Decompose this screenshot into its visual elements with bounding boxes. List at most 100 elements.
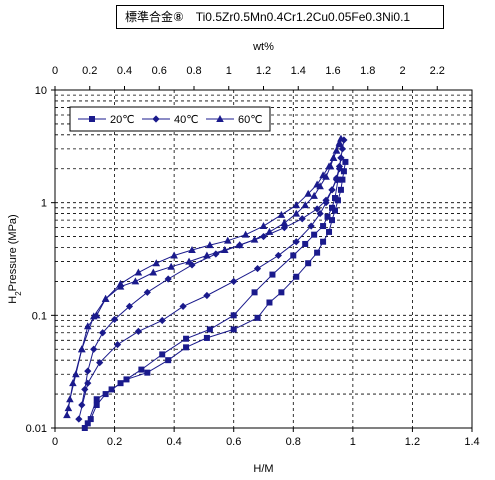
series-triangle [63, 134, 345, 419]
data-point [183, 335, 190, 342]
legend-label: 20℃ [110, 114, 135, 126]
data-point [203, 251, 211, 259]
series-diamond [75, 136, 348, 423]
data-point [230, 277, 238, 286]
data-point [292, 201, 301, 209]
x2-tick-label: 1 [226, 65, 232, 77]
data-point [326, 228, 333, 235]
legend-marker [152, 115, 160, 123]
x2-tick-label: 0.8 [186, 65, 201, 77]
data-point [188, 246, 196, 254]
series-line-desorption [84, 179, 339, 429]
legend-label: 60℃ [238, 114, 263, 126]
data-point [277, 210, 286, 218]
data-point [320, 223, 327, 230]
data-point [322, 196, 330, 204]
data-point [101, 294, 110, 302]
x-tick-label: 1.4 [464, 436, 479, 448]
x2-tick-label: 0.2 [82, 65, 97, 77]
data-point [134, 268, 143, 276]
data-point [92, 311, 101, 319]
data-point [90, 345, 98, 353]
data-point [329, 217, 336, 224]
data-point [340, 168, 347, 175]
x2-tick-label: 1.8 [360, 65, 375, 77]
data-point [331, 195, 338, 202]
data-point [259, 232, 268, 241]
data-point [235, 241, 244, 249]
series-line-absorption [67, 138, 342, 409]
data-point [230, 312, 237, 319]
data-point [324, 213, 331, 220]
x-axis-label: H/M [253, 463, 273, 475]
data-point [78, 401, 86, 409]
data-point [325, 162, 333, 170]
data-point [313, 180, 321, 188]
data-point [250, 235, 259, 243]
y-axis-label-text: Pressure (MPa) [7, 214, 19, 291]
data-point [116, 279, 125, 287]
y-tick-label: 1 [41, 198, 47, 210]
data-point [335, 138, 344, 146]
series-line-absorption [87, 161, 346, 424]
data-point [339, 176, 346, 183]
data-point [93, 396, 100, 403]
data-point [316, 209, 324, 218]
x2-tick-label: 0.4 [117, 65, 132, 77]
data-point [259, 222, 268, 230]
data-point [75, 415, 83, 423]
y-axis-label-subscript: 2 [14, 291, 23, 296]
x-tick-label: 1 [350, 436, 356, 448]
data-point [251, 289, 258, 296]
x2-tick-label: 0.6 [152, 65, 167, 77]
y-axis-label: H2Pressure (MPa) [7, 214, 23, 303]
legend-marker [89, 116, 95, 122]
data-point [223, 236, 232, 244]
series-square [81, 158, 349, 431]
data-point [292, 238, 300, 246]
data-point [185, 257, 193, 265]
data-point [337, 154, 345, 162]
data-point [83, 322, 92, 330]
data-point [332, 176, 341, 184]
x-tick-label: 0.2 [107, 436, 122, 448]
data-point [253, 264, 262, 273]
data-point [93, 402, 100, 409]
data-point [81, 385, 89, 394]
data-point [332, 146, 341, 154]
data-point [280, 218, 289, 226]
x2-tick-label: 2 [399, 65, 405, 77]
x-tick-label: 0.8 [286, 436, 301, 448]
data-point [188, 261, 196, 269]
data-point [170, 251, 178, 259]
gridlines [55, 90, 472, 428]
x-tick-label: 0.6 [226, 436, 241, 448]
x-tick-label: 0.4 [166, 436, 181, 448]
x2-tick-label: 2.2 [430, 65, 445, 77]
data-point [319, 171, 327, 179]
data-point [149, 268, 158, 276]
data-point [278, 289, 285, 296]
data-point [310, 191, 318, 199]
data-point [125, 302, 134, 311]
x2-tick-label: 1.2 [256, 65, 271, 77]
data-point [298, 215, 306, 223]
data-point [152, 259, 161, 267]
data-point [179, 302, 187, 311]
series-line-absorption [78, 139, 345, 420]
data-point [72, 370, 80, 378]
data-point [335, 165, 344, 173]
data-point [254, 314, 261, 321]
data-point [311, 231, 318, 238]
data-point [305, 260, 312, 267]
data-point [280, 224, 288, 232]
plot-frame [54, 89, 473, 429]
data-point [292, 209, 301, 217]
data-point [164, 275, 172, 283]
legend-item: 20℃ [78, 114, 135, 126]
data-point [301, 201, 309, 209]
data-point [266, 299, 273, 306]
data-point [320, 238, 327, 245]
data-point [159, 351, 166, 358]
x2-axis-label: wt% [252, 41, 274, 53]
